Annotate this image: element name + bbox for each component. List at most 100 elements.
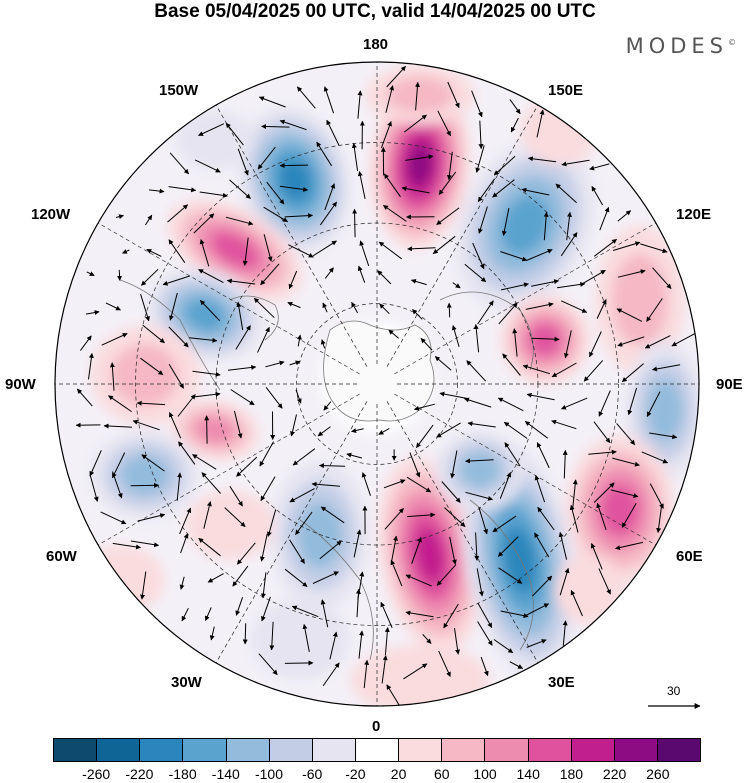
colorbar-bin (225, 739, 269, 761)
wind-arrow (290, 414, 297, 437)
wind-arrow (612, 457, 640, 467)
wind-arrow (269, 621, 275, 651)
wind-arrow (144, 214, 153, 226)
wind-arrow (86, 271, 95, 277)
wind-arrow (478, 120, 484, 150)
anomaly-contour (600, 483, 640, 537)
wind-arrow (617, 269, 646, 278)
wind-arrow (146, 248, 162, 257)
wind-arrow (644, 335, 671, 349)
wind-arrow (497, 536, 519, 557)
wind-arrow (405, 610, 434, 618)
wind-arrow (558, 531, 568, 560)
wind-arrow (357, 265, 366, 283)
wind-arrow (317, 426, 331, 437)
colorbar-bin (54, 739, 97, 761)
wind-arrow (358, 630, 365, 659)
wind-arrow (390, 559, 403, 587)
wind-arrow (509, 661, 524, 669)
lon-label-90w: 90W (5, 376, 36, 393)
wind-arrow (465, 458, 494, 464)
wind-arrow (443, 603, 459, 629)
wind-arrow (288, 270, 298, 290)
wind-arrow (593, 482, 615, 503)
wind-arrow (181, 607, 189, 622)
wind-arrow (169, 412, 182, 439)
wind-arrow (112, 471, 123, 499)
wind-arrow (284, 213, 314, 219)
wind-arrow (192, 391, 221, 398)
wind-arrow (512, 328, 518, 357)
wind-arrow (169, 292, 178, 321)
wind-arrow (527, 156, 557, 163)
wind-arrow (226, 278, 256, 285)
graticule (55, 62, 699, 706)
wind-arrow (503, 421, 528, 439)
wind-arrow (322, 302, 328, 313)
land-outlines (119, 279, 534, 661)
wind-arrow (450, 450, 458, 479)
wind-arrow (401, 186, 430, 194)
wind-arrow (111, 452, 126, 479)
wind-arrow (261, 596, 271, 622)
wind-arrow (523, 603, 550, 617)
wind-arrow (649, 483, 664, 509)
anomaly-contour (407, 144, 433, 186)
wind-arrow (475, 145, 485, 173)
anomaly-contour (500, 195, 550, 255)
wind-arrow (351, 142, 359, 172)
wind-arrow (237, 148, 249, 176)
wind-arrow (140, 357, 164, 376)
wind-arrow (501, 208, 510, 236)
wind-arrow (312, 240, 337, 257)
wind-arrow (551, 419, 577, 430)
wind-arrow (382, 204, 407, 222)
wind-arrow (232, 565, 249, 587)
wind-arrow (204, 607, 212, 622)
wind-arrow (464, 263, 487, 283)
wind-arrow (149, 188, 165, 194)
wind-arrow (136, 400, 166, 406)
wind-arrow (641, 451, 669, 464)
lon-label-60w: 60W (46, 548, 77, 565)
wind-arrow (117, 269, 123, 281)
wind-arrow (311, 481, 341, 487)
wind-arrow (192, 454, 217, 470)
map-title: Base 05/04/2025 00 UTC, valid 14/04/2025… (154, 1, 596, 22)
wind-arrow (477, 621, 493, 646)
wind-arrow (617, 210, 632, 222)
wind-arrow (100, 511, 127, 525)
colorbar-tick-label: -260 (82, 766, 111, 782)
wind-arrow (357, 171, 366, 200)
wind-arrow (509, 99, 521, 115)
anomaly-contour (175, 110, 255, 170)
wind-arrow (407, 246, 436, 252)
wind-arrow (105, 302, 121, 311)
wind-arrow (284, 660, 314, 666)
wind-arrow (405, 154, 434, 161)
wind-arrow (569, 504, 579, 533)
wind-arrow (322, 662, 340, 687)
meridian-line (97, 222, 360, 375)
meridian-line (394, 222, 657, 375)
wind-arrow (318, 463, 346, 469)
wind-arrow (478, 506, 488, 535)
wind-arrow (498, 302, 518, 325)
latitude-circle (296, 303, 458, 465)
wind-arrow (420, 338, 433, 351)
wind-arrow (422, 634, 432, 644)
wind-arrow (434, 356, 452, 371)
wind-arrow (203, 501, 212, 529)
wind-arrow (562, 620, 568, 646)
wind-arrow (591, 185, 604, 206)
wind-arrow (101, 333, 128, 346)
wind-arrow (295, 511, 313, 536)
wind-arrow (465, 491, 493, 501)
wind-arrow (646, 298, 663, 322)
anomaly-contour (520, 95, 600, 165)
colorbar-bin (96, 739, 140, 761)
wind-arrow (142, 324, 165, 344)
wind-arrow (279, 185, 309, 192)
wind-arrow (615, 541, 644, 550)
wind-arrow (454, 628, 461, 655)
